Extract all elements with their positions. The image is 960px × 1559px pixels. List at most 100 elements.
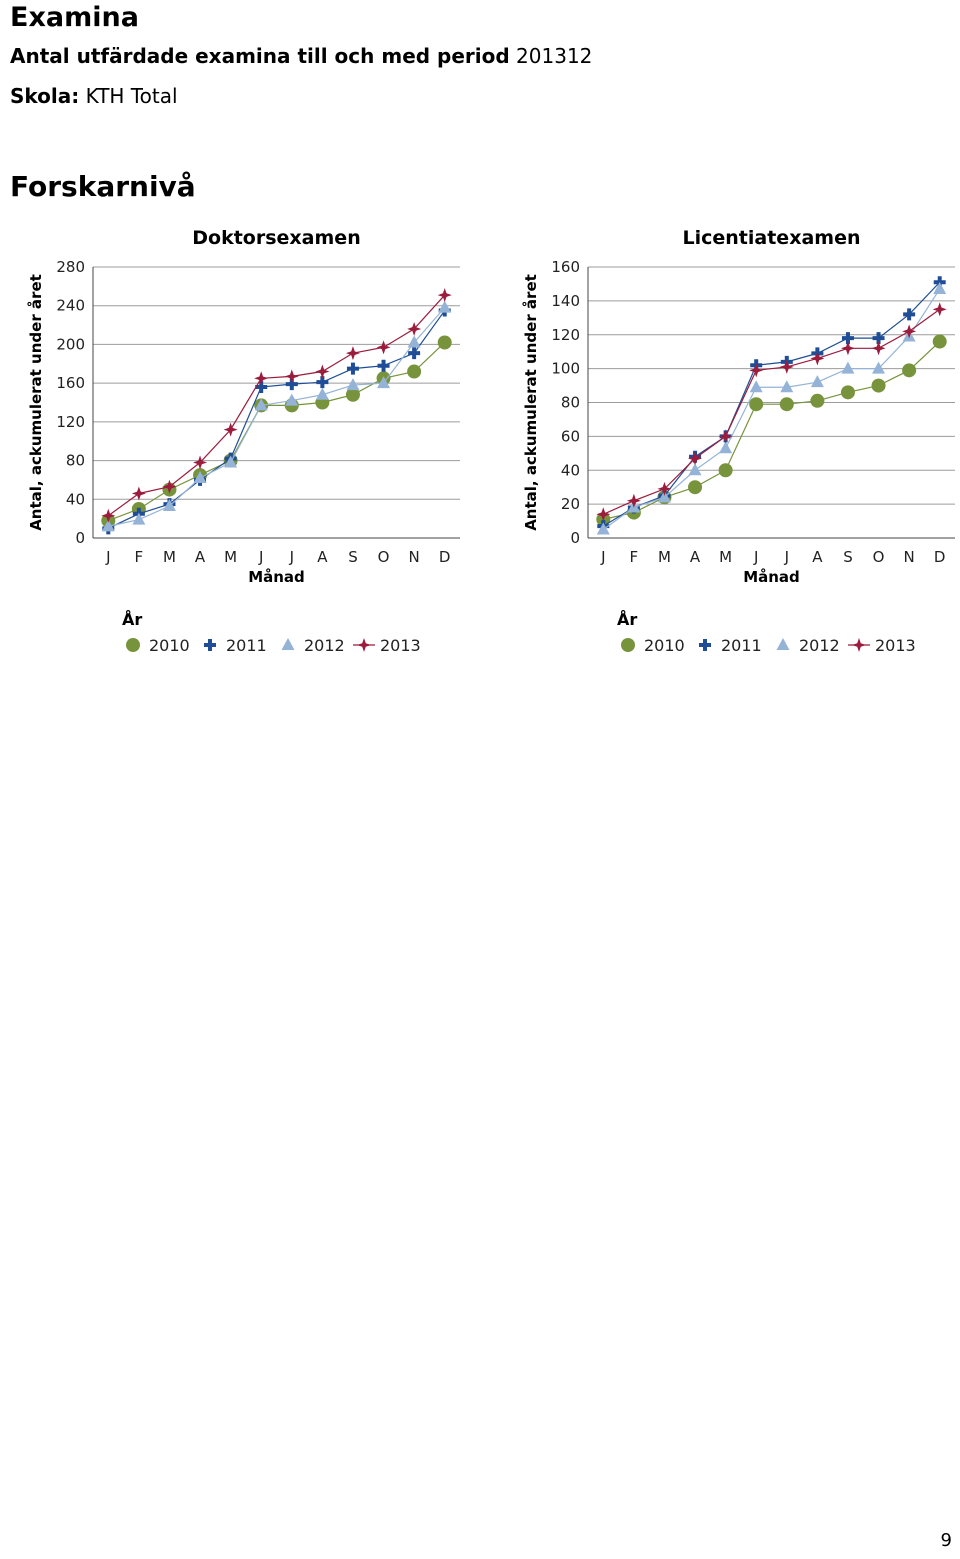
y-tick-label: 120 xyxy=(56,413,85,431)
y-tick-label: 160 xyxy=(56,374,85,392)
data-point xyxy=(254,371,269,386)
legend-item: 2013 xyxy=(353,636,421,655)
data-point xyxy=(132,512,146,525)
x-tick-label: J xyxy=(600,548,605,566)
data-point xyxy=(719,441,733,454)
data-point xyxy=(810,393,825,408)
legend-marker xyxy=(357,638,371,652)
y-axis-label: Antal, ackumulerat under året xyxy=(522,274,540,531)
data-point xyxy=(162,479,177,494)
legend-label: 2011 xyxy=(226,636,267,655)
y-tick-label: 120 xyxy=(551,326,580,344)
chart-title: Doktorsexamen xyxy=(192,227,360,249)
x-tick-label: J xyxy=(258,548,263,566)
data-point xyxy=(131,486,146,501)
y-tick-label: 160 xyxy=(551,258,580,276)
data-point xyxy=(903,308,916,321)
legend-marker xyxy=(281,638,295,650)
data-point xyxy=(101,508,116,523)
x-tick-label: N xyxy=(409,548,420,566)
legend-item: 2011 xyxy=(204,636,267,655)
legend-item: 2013 xyxy=(848,636,916,655)
data-point xyxy=(779,359,794,374)
data-point xyxy=(315,387,329,400)
data-point xyxy=(224,455,238,468)
data-point xyxy=(749,380,763,393)
series-line xyxy=(602,288,941,531)
data-point xyxy=(193,470,207,483)
legend-title: År xyxy=(122,610,142,629)
legend-label: 2011 xyxy=(721,636,762,655)
x-tick-label: A xyxy=(812,548,823,566)
page-title: Examina xyxy=(10,2,139,33)
x-tick-label: M xyxy=(658,548,671,566)
x-tick-label: N xyxy=(904,548,915,566)
data-point xyxy=(902,363,917,378)
data-point xyxy=(718,463,733,478)
legend-marker xyxy=(621,638,635,652)
subtitle-label: Antal utfärdade examina till och med per… xyxy=(10,44,510,68)
data-point xyxy=(872,361,886,374)
data-point xyxy=(315,364,330,379)
legend-item: 2012 xyxy=(776,636,840,655)
legend-label: 2010 xyxy=(149,636,190,655)
data-point xyxy=(346,378,360,391)
x-tick-label: A xyxy=(690,548,701,566)
data-point xyxy=(688,463,702,476)
data-point xyxy=(596,522,610,535)
data-point xyxy=(193,455,208,470)
data-point xyxy=(626,493,641,508)
data-point xyxy=(688,480,703,495)
chart-title: Licentiatexamen xyxy=(683,227,861,249)
x-tick-label: O xyxy=(873,548,885,566)
x-axis-label: Månad xyxy=(743,568,800,586)
y-tick-label: 0 xyxy=(570,529,580,547)
legend-item: 2011 xyxy=(699,636,762,655)
series-2013 xyxy=(596,302,947,522)
x-tick-label: J xyxy=(289,548,294,566)
y-tick-label: 100 xyxy=(551,360,580,378)
data-point xyxy=(657,481,672,496)
legend: 2010 2011 2012 2013 xyxy=(126,636,421,655)
data-point xyxy=(749,397,764,412)
page-number: 9 xyxy=(940,1530,952,1551)
data-point xyxy=(376,340,391,355)
x-tick-label: J xyxy=(105,548,110,566)
data-point xyxy=(871,378,886,393)
x-tick-label: A xyxy=(317,548,328,566)
data-point xyxy=(810,375,824,388)
data-point xyxy=(437,335,452,350)
report-subtitle: Antal utfärdade examina till och med per… xyxy=(10,44,592,68)
legend: 2010 2011 2012 2013 xyxy=(621,636,916,655)
data-point xyxy=(932,334,947,349)
y-tick-label: 60 xyxy=(561,427,580,445)
legend-marker xyxy=(204,639,216,651)
data-point xyxy=(688,451,703,466)
data-point xyxy=(407,321,422,336)
y-tick-label: 140 xyxy=(551,292,580,310)
x-tick-label: J xyxy=(753,548,758,566)
data-point xyxy=(810,351,825,366)
y-tick-label: 200 xyxy=(56,335,85,353)
data-point xyxy=(377,376,391,389)
x-tick-label: M xyxy=(224,548,237,566)
series-2010 xyxy=(101,335,452,528)
data-point xyxy=(377,359,390,372)
data-point xyxy=(407,335,421,348)
legend-label: 2013 xyxy=(875,636,916,655)
data-point xyxy=(285,393,299,406)
data-point xyxy=(657,490,671,503)
data-point xyxy=(162,499,176,512)
x-tick-label: J xyxy=(784,548,789,566)
data-point xyxy=(101,519,115,532)
data-point xyxy=(437,288,452,303)
legend-item: 2012 xyxy=(281,636,345,655)
legend-item: 2010 xyxy=(126,636,190,655)
legend-label: 2013 xyxy=(380,636,421,655)
data-point xyxy=(718,429,733,444)
data-point xyxy=(779,397,794,412)
data-point xyxy=(345,387,360,402)
y-tick-label: 20 xyxy=(561,495,580,513)
